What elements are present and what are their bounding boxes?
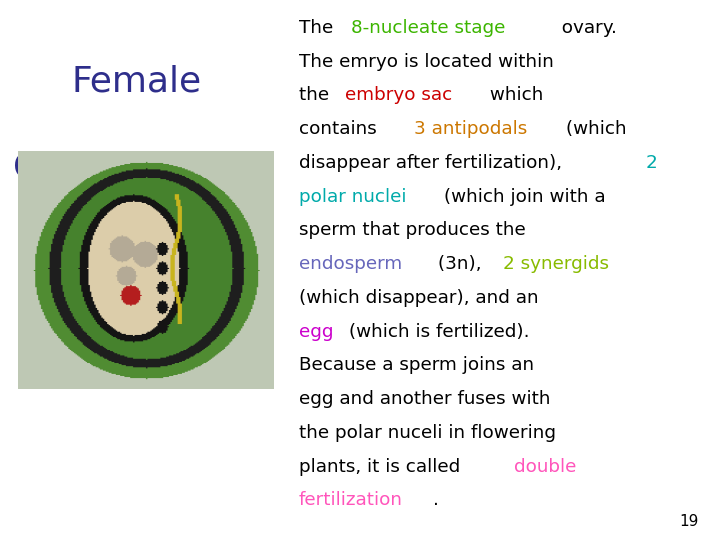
Text: (which: (which xyxy=(560,120,627,138)
Text: the: the xyxy=(299,86,335,104)
Text: polar nuclei: polar nuclei xyxy=(299,188,406,206)
Text: 2 synergids: 2 synergids xyxy=(503,255,609,273)
Text: 19: 19 xyxy=(679,514,698,529)
Text: (which is fertilized).: (which is fertilized). xyxy=(343,322,530,341)
Text: (which join with a: (which join with a xyxy=(438,188,605,206)
Text: (which disappear), and an: (which disappear), and an xyxy=(299,289,539,307)
Text: sperm that produces the: sperm that produces the xyxy=(299,221,526,239)
Text: Because a sperm joins an: Because a sperm joins an xyxy=(299,356,534,374)
Text: the polar nuceli in flowering: the polar nuceli in flowering xyxy=(299,424,556,442)
Text: ovary.: ovary. xyxy=(550,19,616,37)
Text: 3 antipodals: 3 antipodals xyxy=(414,120,528,138)
Text: embryo sac: embryo sac xyxy=(346,86,452,104)
Text: 8-nucleate stage: 8-nucleate stage xyxy=(351,19,505,37)
Text: which: which xyxy=(484,86,543,104)
Text: plants, it is called: plants, it is called xyxy=(299,458,466,476)
Text: double: double xyxy=(515,458,577,476)
Text: (3n),: (3n), xyxy=(432,255,487,273)
Text: The emryo is located within: The emryo is located within xyxy=(299,53,554,71)
Text: Gametophyte: Gametophyte xyxy=(13,151,261,185)
Text: 2: 2 xyxy=(646,154,657,172)
Text: endosperm: endosperm xyxy=(299,255,402,273)
Text: fertilization: fertilization xyxy=(299,491,402,509)
Text: Female: Female xyxy=(72,65,202,99)
Text: disappear after fertilization),: disappear after fertilization), xyxy=(299,154,567,172)
Text: The: The xyxy=(299,19,339,37)
Text: .: . xyxy=(433,491,439,509)
Text: egg and another fuses with: egg and another fuses with xyxy=(299,390,550,408)
Text: egg: egg xyxy=(299,322,333,341)
Text: contains: contains xyxy=(299,120,388,138)
